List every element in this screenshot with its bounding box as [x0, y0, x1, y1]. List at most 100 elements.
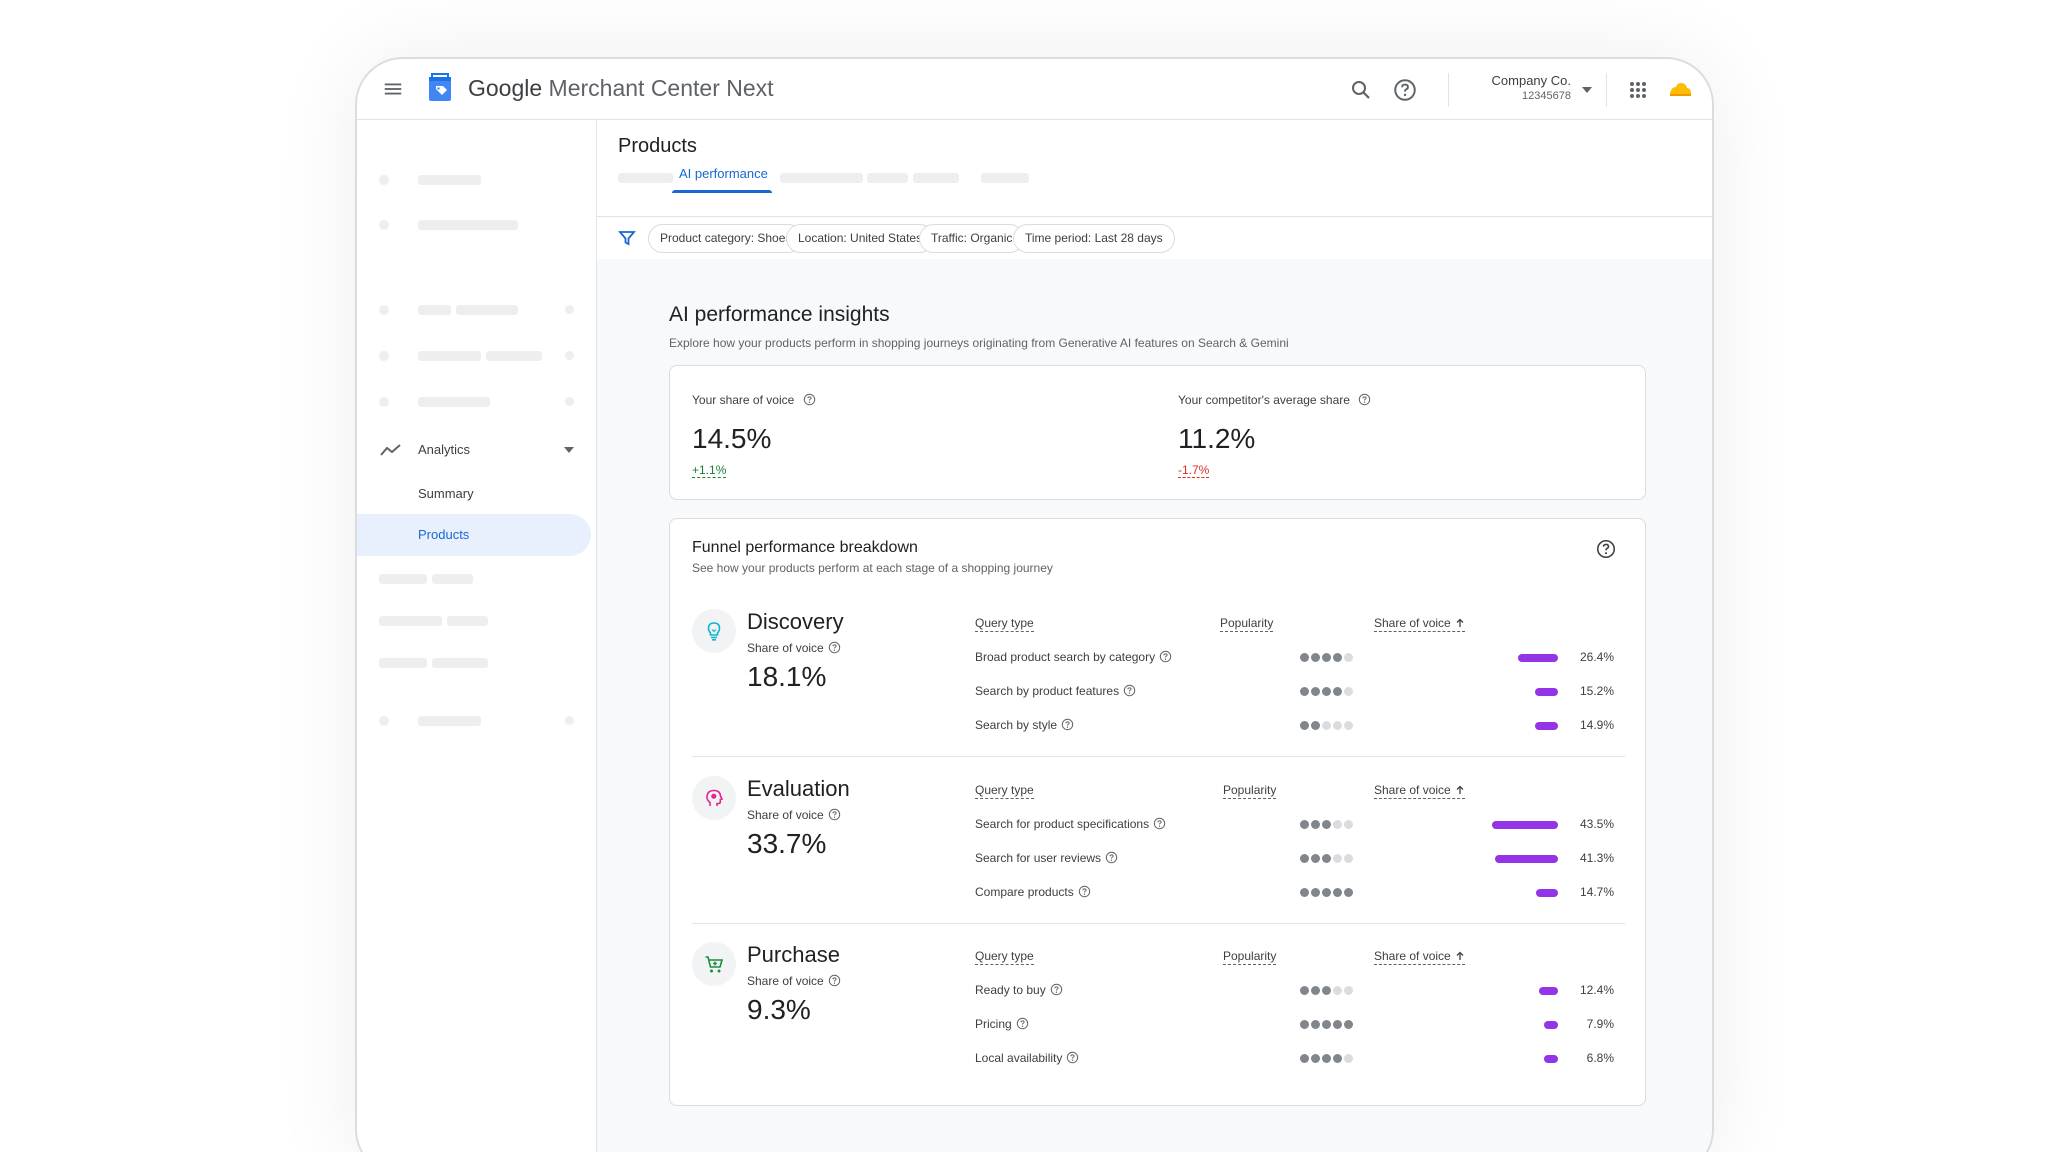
- nav-item-placeholder[interactable]: [379, 658, 427, 668]
- popularity-dot: [1311, 888, 1320, 897]
- query-type-label: Broad product search by category: [975, 650, 1172, 664]
- nav-item-placeholder[interactable]: [418, 351, 481, 361]
- main-content: Products AI performance Product category…: [597, 120, 1712, 1152]
- help-circle-icon[interactable]: [1358, 393, 1371, 406]
- popularity-dot: [1322, 986, 1331, 995]
- tab-ai-performance[interactable]: AI performance: [679, 166, 768, 181]
- tab-placeholder[interactable]: [780, 173, 863, 183]
- column-header-query-type[interactable]: Query type: [975, 783, 1034, 799]
- help-circle-icon[interactable]: [1066, 1051, 1079, 1064]
- arrow-up-icon: [1456, 951, 1464, 960]
- query-type-label: Local availability: [975, 1051, 1079, 1065]
- filter-chip-location[interactable]: Location: United States: [786, 224, 935, 253]
- tab-placeholder: [913, 173, 959, 183]
- column-header-query-type[interactable]: Query type: [975, 616, 1034, 632]
- popularity-rating: [1300, 653, 1360, 663]
- column-header-query-type[interactable]: Query type: [975, 949, 1034, 965]
- sidebar-item-products[interactable]: Products: [418, 527, 470, 542]
- popularity-dot: [1333, 888, 1342, 897]
- help-circle-icon[interactable]: [1105, 851, 1118, 864]
- your-share-value: 14.5%: [692, 423, 772, 454]
- nav-item-placeholder-icon: [379, 305, 389, 315]
- sidebar-item-products-highlight[interactable]: [357, 514, 591, 556]
- popularity-dot: [1344, 888, 1353, 897]
- column-header-popularity[interactable]: Popularity: [1220, 616, 1274, 632]
- help-circle-icon[interactable]: [1050, 983, 1063, 996]
- funnel-title: Funnel performance breakdown: [692, 539, 918, 556]
- nav-item-placeholder-icon: [379, 716, 389, 726]
- popularity-dot: [1322, 653, 1331, 662]
- filter-chip-time-period[interactable]: Time period: Last 28 days: [1013, 224, 1175, 253]
- stage-icon-badge: [692, 609, 736, 653]
- competitor-share-label: Your competitor's average share: [1178, 393, 1350, 407]
- tab-placeholder[interactable]: [618, 173, 673, 183]
- popularity-rating: [1300, 986, 1360, 996]
- popularity-dot: [1300, 854, 1309, 863]
- popularity-dot: [1300, 1020, 1309, 1029]
- your-share-delta: +1.1%: [692, 463, 727, 478]
- nav-item-placeholder[interactable]: [418, 716, 481, 726]
- share-of-voice-bar: [1495, 855, 1558, 863]
- column-header-share-of-voice[interactable]: Share of voice: [1374, 616, 1465, 632]
- tab-active-indicator: [672, 190, 772, 193]
- popularity-dot: [1300, 888, 1309, 897]
- help-circle-icon[interactable]: [1123, 684, 1136, 697]
- help-circle-icon[interactable]: [1078, 885, 1091, 898]
- sidebar-item-summary[interactable]: Summary: [418, 486, 474, 501]
- nav-item-placeholder[interactable]: [418, 175, 481, 185]
- popularity-dot: [1300, 986, 1309, 995]
- nav-item-placeholder[interactable]: [379, 574, 427, 584]
- account-switcher[interactable]: Company Co. 12345678: [1461, 73, 1571, 102]
- popularity-dot: [1344, 687, 1353, 696]
- funnel-subtitle: See how your products perform at each st…: [692, 561, 1053, 575]
- avatar[interactable]: [1667, 75, 1693, 101]
- nav-item-placeholder[interactable]: [418, 305, 451, 315]
- help-circle-icon[interactable]: [1061, 718, 1074, 731]
- chevron-down-icon[interactable]: [564, 447, 574, 454]
- tab-placeholder[interactable]: [867, 173, 908, 183]
- popularity-dot: [1311, 721, 1320, 730]
- help-circle-icon[interactable]: [1153, 817, 1166, 830]
- account-name: Company Co.: [1491, 73, 1571, 88]
- filter-chip-category[interactable]: Product category: Shoes: [648, 224, 804, 253]
- popularity-dot: [1333, 1054, 1342, 1063]
- stage-sov-label: Share of voice: [747, 808, 841, 822]
- help-circle-icon[interactable]: [1595, 538, 1617, 560]
- popularity-rating: [1300, 721, 1360, 731]
- share-of-voice-value: 6.8%: [1586, 1051, 1614, 1065]
- page-title: Products: [618, 135, 697, 157]
- help-circle-icon[interactable]: [828, 641, 841, 654]
- filter-chip-traffic[interactable]: Traffic: Organic: [919, 224, 1025, 253]
- share-of-voice-bar: [1535, 889, 1558, 897]
- nav-item-placeholder[interactable]: [379, 616, 442, 626]
- help-icon[interactable]: [1392, 77, 1418, 103]
- nav-item-placeholder[interactable]: [418, 397, 490, 407]
- sidebar-item-analytics[interactable]: Analytics: [418, 442, 471, 457]
- chevron-down-icon[interactable]: [1581, 85, 1593, 95]
- column-header-popularity[interactable]: Popularity: [1223, 949, 1277, 965]
- help-circle-icon[interactable]: [803, 393, 816, 406]
- competitor-share-block: Your competitor's average share: [1178, 391, 1371, 409]
- filter-icon[interactable]: [618, 229, 636, 247]
- help-circle-icon[interactable]: [1159, 650, 1172, 663]
- tab-placeholder[interactable]: [981, 173, 1029, 183]
- help-circle-icon[interactable]: [1016, 1017, 1029, 1030]
- share-of-voice-value: 12.4%: [1579, 983, 1614, 997]
- help-circle-icon[interactable]: [828, 974, 841, 987]
- search-icon[interactable]: [1349, 78, 1373, 102]
- apps-grid-icon[interactable]: [1627, 79, 1649, 101]
- column-header-popularity[interactable]: Popularity: [1223, 783, 1277, 799]
- query-type-label: Pricing: [975, 1017, 1029, 1031]
- column-header-share-of-voice[interactable]: Share of voice: [1374, 949, 1465, 965]
- filter-bar: Product category: Shoes Location: United…: [597, 216, 1712, 259]
- your-share-label: Your share of voice: [692, 393, 795, 407]
- nav-item-placeholder[interactable]: [418, 220, 518, 230]
- help-circle-icon[interactable]: [828, 808, 841, 821]
- column-header-share-of-voice[interactable]: Share of voice: [1374, 783, 1465, 799]
- nav-item-placeholder: [456, 305, 518, 315]
- merchant-center-logo-icon: [429, 73, 451, 101]
- nav-item-placeholder-dot: [565, 351, 574, 360]
- share-of-voice-value: 14.7%: [1579, 885, 1614, 899]
- menu-icon[interactable]: [382, 78, 404, 100]
- device-frame: Google Merchant Center Next Company Co. …: [355, 57, 1714, 1152]
